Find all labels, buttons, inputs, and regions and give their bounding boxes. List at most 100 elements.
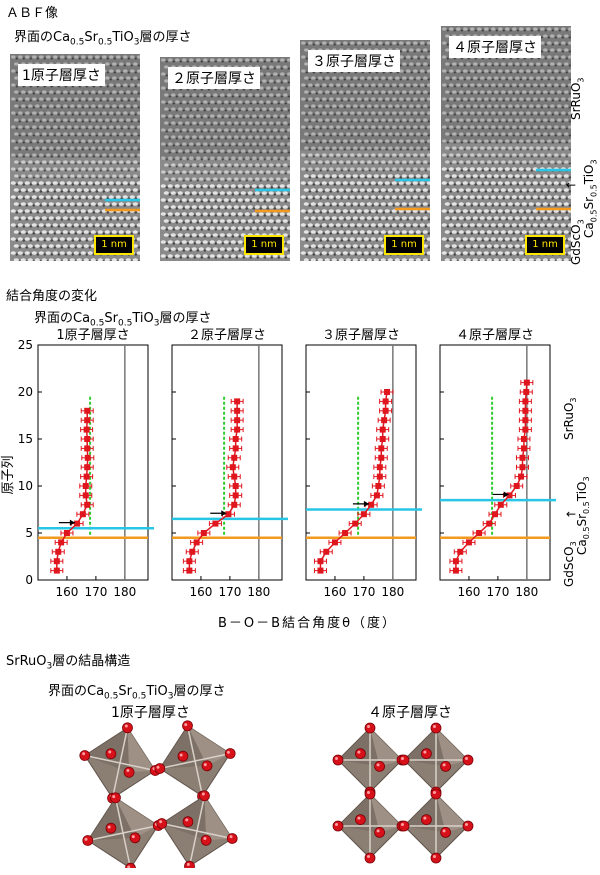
data-point xyxy=(84,417,91,424)
x-tick-label: 180 xyxy=(247,585,270,599)
abf-panel-label: ３原子層厚さ xyxy=(308,50,400,72)
x-tick-label: 160 xyxy=(55,585,78,599)
oxygen-atom xyxy=(354,814,366,825)
data-point xyxy=(84,501,91,508)
y-tick-label: 25 xyxy=(18,338,33,352)
data-point xyxy=(379,426,386,433)
oxygen-atom xyxy=(364,788,376,800)
data-point xyxy=(331,539,338,546)
data-point xyxy=(82,492,89,499)
oxygen-atom xyxy=(182,816,194,828)
data-point xyxy=(231,473,238,480)
data-point xyxy=(375,483,382,489)
data-point xyxy=(84,436,91,442)
oxygen-atom xyxy=(354,748,366,759)
data-point xyxy=(186,558,193,565)
x-tick-label: 170 xyxy=(84,585,107,599)
abf-arrow-icon: ← xyxy=(566,178,577,192)
abf-image-1: 1原子層厚さ 1 nm xyxy=(10,54,140,261)
oxygen-atom xyxy=(440,827,451,838)
oxygen-atom xyxy=(182,720,193,732)
data-point xyxy=(522,398,529,405)
x-tick-label: 160 xyxy=(189,585,212,599)
data-point xyxy=(231,501,238,508)
data-point xyxy=(378,445,385,452)
data-point xyxy=(342,530,349,536)
data-point xyxy=(486,520,493,527)
octahedron-2 xyxy=(154,720,236,802)
angle-chart: 原子列 0 5 10 15 20 25 1原子層厚さ 160 170 180 ２原子層厚さ 160 170… xyxy=(1,328,591,599)
abf-panel-label: 1原子層厚さ xyxy=(18,64,105,86)
oxygen-atom xyxy=(184,860,195,868)
data-point xyxy=(317,567,324,574)
data-point xyxy=(193,539,200,546)
data-point xyxy=(234,417,241,424)
scale-bar: 1 nm xyxy=(244,235,284,255)
data-point xyxy=(523,389,530,395)
octahedron-6 xyxy=(398,722,474,798)
data-point xyxy=(74,520,81,527)
panel-title: ２原子層厚さ xyxy=(188,328,266,343)
data-point xyxy=(232,445,239,452)
data-point xyxy=(234,426,241,433)
data-point xyxy=(457,548,464,555)
chart-arrow-icon: ← xyxy=(566,507,576,521)
data-point xyxy=(212,520,219,527)
oxygen-atom xyxy=(122,722,133,734)
struct-label-4: ４原子層厚さ xyxy=(368,705,452,721)
x-tick-label: 180 xyxy=(515,585,538,599)
oxygen-atom xyxy=(105,748,117,760)
data-point xyxy=(465,539,472,546)
data-point xyxy=(232,483,239,489)
data-point xyxy=(55,548,62,555)
arrow-head xyxy=(503,491,509,498)
data-point xyxy=(522,426,529,433)
y-tick-label: 10 xyxy=(18,479,33,493)
scale-bar: 1 nm xyxy=(384,235,424,255)
data-point xyxy=(518,473,525,480)
data-point xyxy=(189,548,196,555)
oxygen-atom xyxy=(462,754,474,766)
oxygen-atom xyxy=(462,820,474,832)
oxygen-atom xyxy=(364,722,376,734)
panel-frame xyxy=(37,344,149,581)
oxygen-atom xyxy=(177,750,189,762)
series-line xyxy=(319,391,388,571)
oxygen-atom xyxy=(110,792,121,804)
oxygen-atom xyxy=(129,832,141,844)
oxygen-atom xyxy=(154,763,166,774)
y-tick-label: 15 xyxy=(18,432,33,446)
data-point xyxy=(234,398,241,405)
oxygen-atom xyxy=(364,852,376,864)
data-point xyxy=(53,567,60,574)
x-tick-label: 180 xyxy=(113,585,136,599)
chart-panel-2: ２原子層厚さ 160 170 180 xyxy=(171,328,288,599)
chart-side-cst: Ca0.5Sr0.5TiO3 xyxy=(575,476,591,555)
oxygen-atom xyxy=(332,820,344,832)
panel-title: ４原子層厚さ xyxy=(456,328,534,343)
oxygen-atom xyxy=(398,754,410,766)
oxygen-atom xyxy=(123,766,135,778)
arrow-head xyxy=(363,500,369,507)
abf-subtitle: 界面のCa0.5Sr0.5TiO3層の厚さ xyxy=(14,30,192,48)
panel-frame xyxy=(439,344,551,581)
data-point xyxy=(317,558,324,565)
data-point xyxy=(84,445,91,452)
data-point xyxy=(200,530,207,536)
struct-label-1: 1原子層厚さ xyxy=(111,705,190,721)
octahedron-3 xyxy=(82,792,164,868)
oxygen-atom xyxy=(201,760,213,772)
data-point xyxy=(234,407,241,414)
data-point xyxy=(452,567,459,574)
oxygen-atom xyxy=(374,761,385,772)
chart-ylabel: 原子列 xyxy=(1,455,16,494)
oxygen-atom xyxy=(374,827,385,838)
oxygen-atom xyxy=(226,833,238,844)
abf-side-cst: Ca0.5Sr0.5TiO3 xyxy=(582,159,599,238)
abf-image-4: ４原子層厚さ 1 nm xyxy=(441,26,571,261)
data-point xyxy=(519,464,526,471)
panel-frame xyxy=(305,344,417,581)
data-point xyxy=(379,436,386,442)
data-point xyxy=(225,511,232,518)
data-point xyxy=(506,492,513,499)
